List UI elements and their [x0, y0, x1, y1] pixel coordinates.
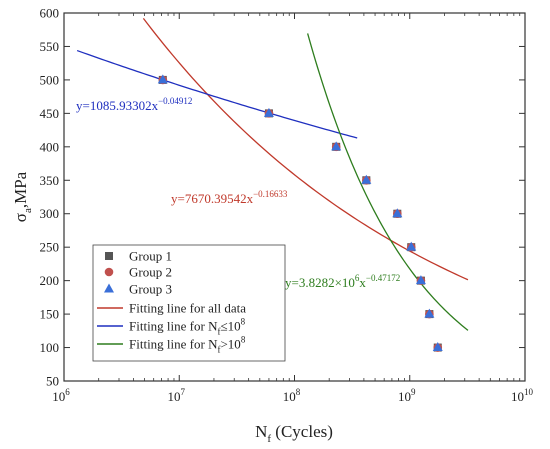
point-triangle [415, 275, 426, 285]
fit-line-3 [307, 33, 469, 331]
x-axis-label: Nf (Cycles) [255, 422, 333, 445]
point-triangle [406, 241, 417, 251]
legend-label: Group 3 [129, 282, 172, 297]
legend-label: Group 1 [129, 249, 172, 264]
y-tick-label: 50 [46, 374, 59, 389]
y-tick-label: 150 [40, 307, 60, 322]
point-triangle [392, 208, 403, 218]
y-tick-label: 200 [40, 273, 60, 288]
x-tick-label: 108 [283, 387, 301, 404]
tick-marks [63, 12, 526, 382]
y-tick-label: 450 [40, 106, 60, 121]
point-triangle [263, 107, 274, 117]
fit-equation-3: y=3.8282×106x−0.47172 [285, 273, 400, 290]
legend-box [92, 244, 286, 362]
x-tick-label: 1010 [511, 387, 534, 404]
fit-line-2 [76, 49, 358, 139]
x-tick-label: 107 [168, 387, 186, 404]
y-axis-label: σa,MPa [11, 171, 34, 222]
x-tick-label: 106 [52, 387, 70, 404]
point-triangle [331, 141, 342, 151]
legend-marker [104, 283, 114, 293]
legend-label: Fitting line for all data [129, 301, 246, 316]
x-tick-label: 109 [398, 387, 416, 404]
y-tick-labels: 50 100 150 200 250 300 350 400 450 500 550 600 [40, 6, 60, 389]
point-triangle [424, 308, 435, 318]
legend-label: Fitting line for Nf>108 [129, 335, 246, 355]
legend-label: Fitting line for Nf≤108 [129, 317, 246, 337]
y-tick-label: 550 [40, 39, 60, 54]
y-tick-label: 500 [40, 72, 60, 87]
point-triangle [432, 342, 443, 352]
fit-equations: y=7670.39542x−0.16633 y=1085.93302x−0.049… [76, 96, 400, 290]
fit-equation-2: y=1085.93302x−0.04912 [76, 96, 192, 113]
y-tick-label: 400 [40, 139, 60, 154]
fit-equation-1: y=7670.39542x−0.16633 [171, 189, 288, 206]
data-points [157, 74, 443, 352]
fit-line-1 [142, 18, 469, 281]
x-tick-labels: 106 107 108 109 1010 [52, 387, 533, 404]
y-tick-label: 250 [40, 240, 60, 255]
y-tick-label: 300 [40, 206, 60, 221]
legend-marker [105, 252, 113, 260]
point-triangle [361, 174, 372, 184]
point-triangle [157, 74, 168, 84]
y-tick-label: 600 [40, 6, 60, 21]
y-tick-label: 100 [40, 340, 60, 355]
y-tick-label: 350 [40, 173, 60, 188]
legend-label: Group 2 [129, 265, 172, 280]
legend-marker [104, 267, 114, 277]
fit-lines [76, 18, 469, 331]
